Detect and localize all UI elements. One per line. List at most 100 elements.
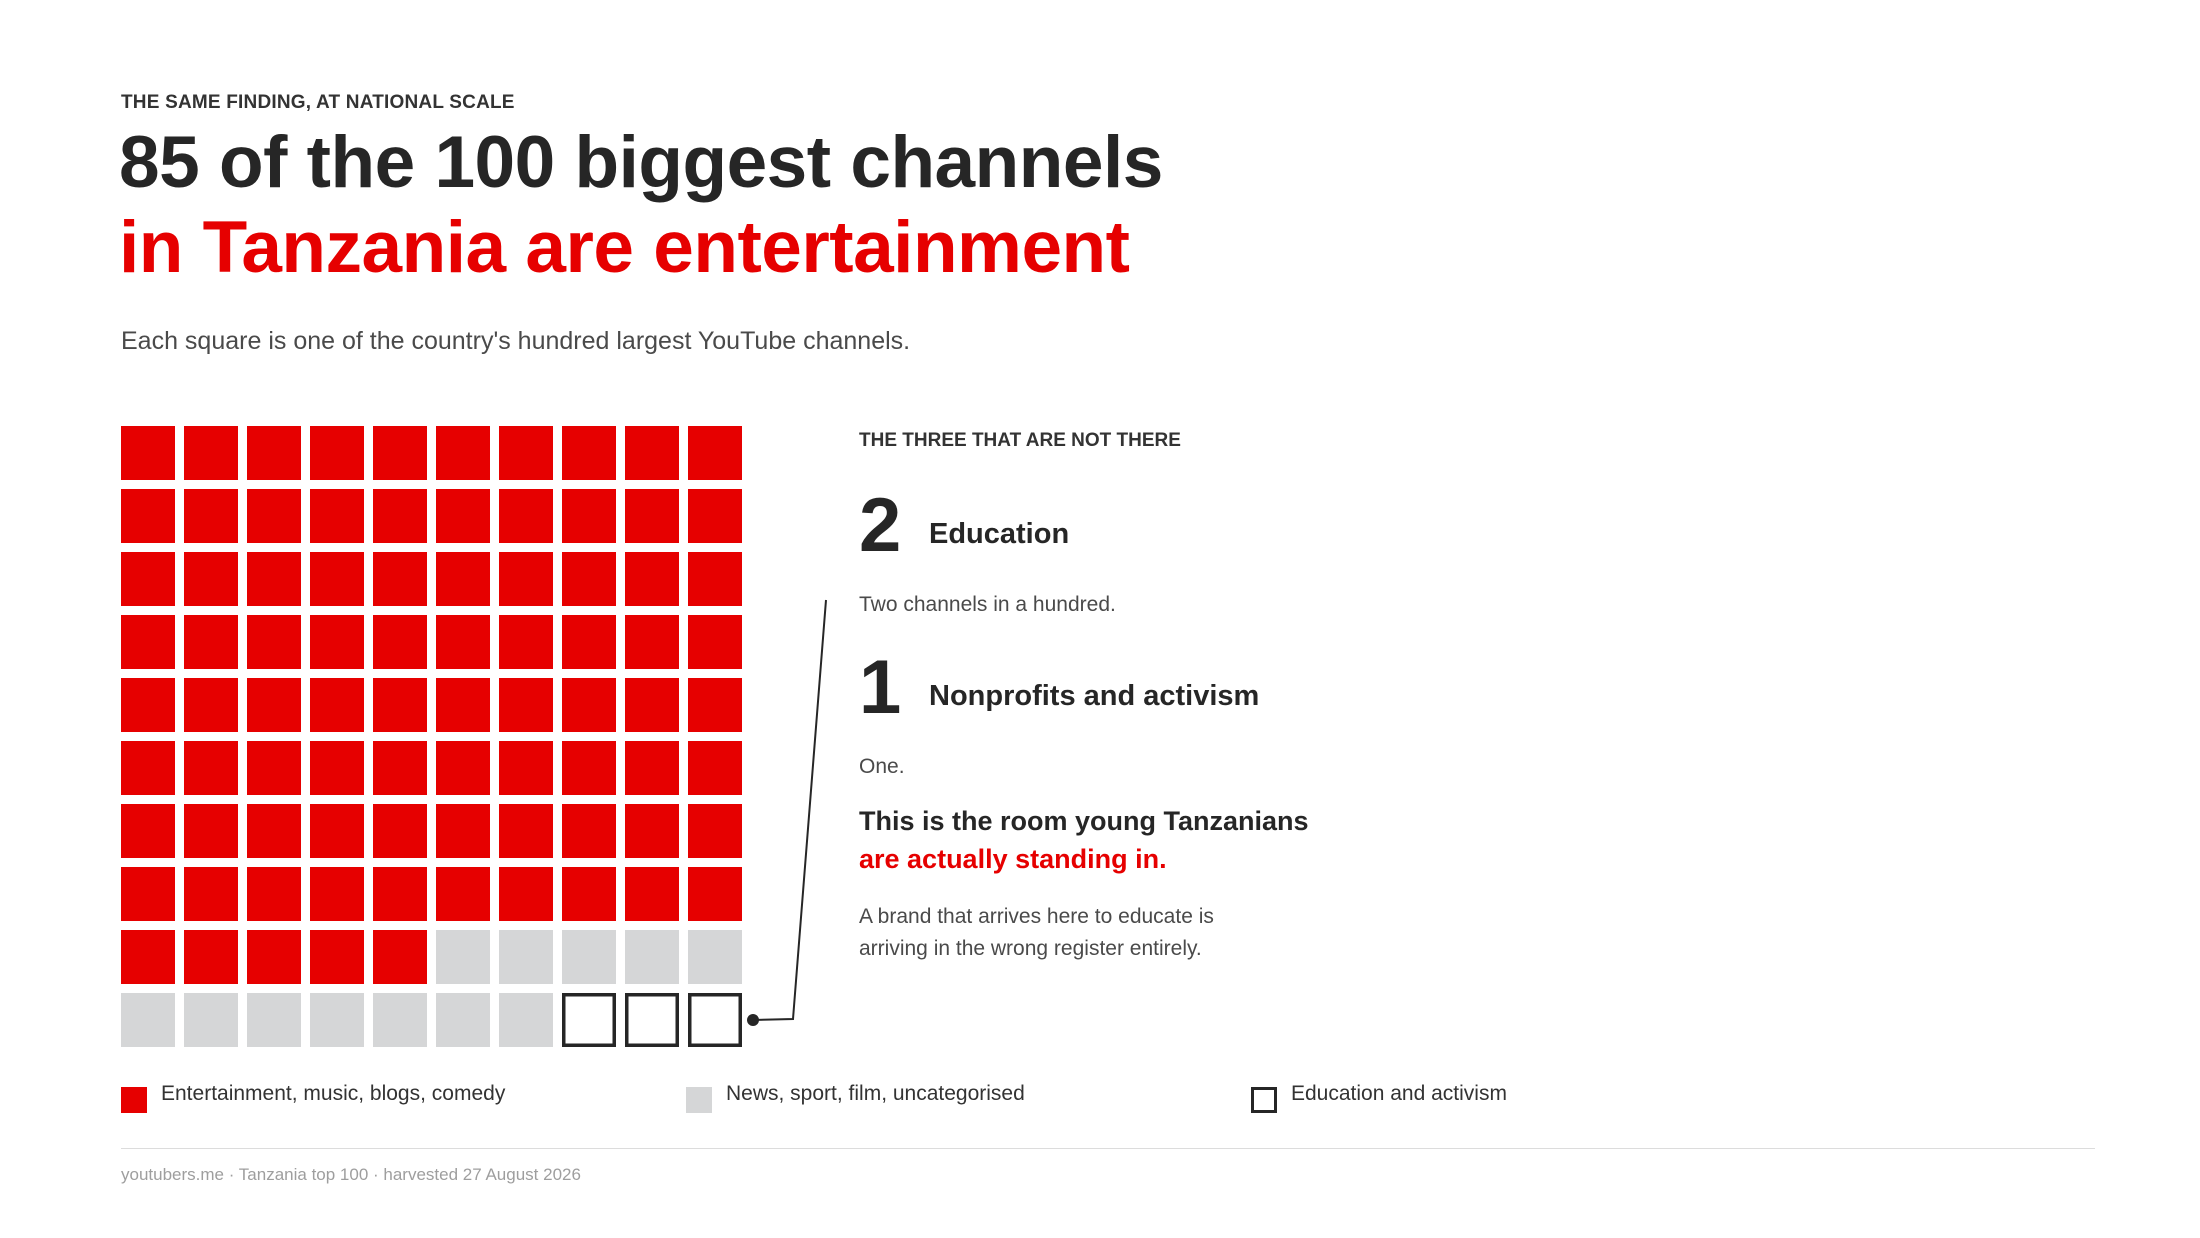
waffle-cell-entertainment xyxy=(436,678,490,732)
waffle-cell-entertainment xyxy=(688,426,742,480)
legend-swatch-outline xyxy=(1251,1087,1277,1113)
waffle-cell-entertainment xyxy=(625,489,679,543)
waffle-cell-entertainment xyxy=(373,804,427,858)
waffle-cell-entertainment xyxy=(499,867,553,921)
waffle-cell-entertainment xyxy=(373,867,427,921)
waffle-cell-entertainment xyxy=(436,426,490,480)
waffle-cell-entertainment xyxy=(310,867,364,921)
waffle-cell-entertainment xyxy=(499,615,553,669)
waffle-cell-entertainment xyxy=(436,867,490,921)
waffle-cell-entertainment xyxy=(562,552,616,606)
waffle-cell-entertainment xyxy=(562,678,616,732)
waffle-cell-entertainment xyxy=(247,552,301,606)
waffle-cell-news xyxy=(499,993,553,1047)
waffle-cell-entertainment xyxy=(562,741,616,795)
waffle-cell-entertainment xyxy=(247,867,301,921)
waffle-cell-entertainment xyxy=(310,615,364,669)
waffle-cell-news xyxy=(499,930,553,984)
waffle-cell-entertainment xyxy=(310,426,364,480)
waffle-cell-entertainment xyxy=(310,804,364,858)
waffle-cell-entertainment xyxy=(247,678,301,732)
waffle-cell-entertainment xyxy=(310,930,364,984)
waffle-cell-entertainment xyxy=(310,552,364,606)
waffle-cell-entertainment xyxy=(436,741,490,795)
waffle-cell-entertainment xyxy=(688,741,742,795)
waffle-cell-entertainment xyxy=(247,741,301,795)
waffle-cell-entertainment xyxy=(373,615,427,669)
waffle-cell-entertainment xyxy=(247,615,301,669)
waffle-cell-entertainment xyxy=(625,741,679,795)
waffle-cell-news xyxy=(184,993,238,1047)
stat-label: Education xyxy=(929,518,1070,550)
stat-description: One. xyxy=(859,755,905,778)
legend-label: News, sport, film, uncategorised xyxy=(726,1082,1025,1105)
stat-label: Nonprofits and activism xyxy=(929,680,1260,712)
waffle-cell-entertainment xyxy=(373,489,427,543)
footer-divider xyxy=(121,1148,2095,1149)
waffle-cell-entertainment xyxy=(121,615,175,669)
waffle-cell-entertainment xyxy=(247,930,301,984)
eyebrow: THE SAME FINDING, AT NATIONAL SCALE xyxy=(121,92,515,113)
waffle-cell-entertainment xyxy=(121,678,175,732)
waffle-cell-news xyxy=(247,993,301,1047)
waffle-cell-entertainment xyxy=(184,930,238,984)
waffle-cell-entertainment xyxy=(625,552,679,606)
waffle-cell-entertainment xyxy=(625,867,679,921)
chart-title: 85 of the 100 biggest channels in Tanzan… xyxy=(119,120,1163,290)
waffle-cell-news xyxy=(436,993,490,1047)
waffle-cell-entertainment xyxy=(184,804,238,858)
waffle-cell-news xyxy=(688,930,742,984)
waffle-cell-entertainment xyxy=(184,741,238,795)
callout-line-2: are actually standing in. xyxy=(859,844,1167,874)
waffle-cell-entertainment xyxy=(373,741,427,795)
waffle-cell-entertainment xyxy=(562,804,616,858)
waffle-cell-entertainment xyxy=(499,741,553,795)
legend-swatch-grey xyxy=(686,1087,712,1113)
waffle-cell-entertainment xyxy=(310,489,364,543)
waffle-cell-entertainment xyxy=(184,678,238,732)
waffle-cell-entertainment xyxy=(688,489,742,543)
source-footer: youtubers.me · Tanzania top 100 · harves… xyxy=(121,1165,581,1184)
waffle-cell-education xyxy=(688,993,742,1047)
waffle-cell-news xyxy=(310,993,364,1047)
waffle-cell-entertainment xyxy=(373,930,427,984)
waffle-cell-entertainment xyxy=(310,678,364,732)
waffle-cell-entertainment xyxy=(184,867,238,921)
note-line-1: A brand that arrives here to educate is xyxy=(859,905,1214,928)
legend-swatch-red xyxy=(121,1087,147,1113)
waffle-cell-entertainment xyxy=(436,615,490,669)
waffle-cell-entertainment xyxy=(373,678,427,732)
leader-line xyxy=(752,599,827,1021)
waffle-cell-entertainment xyxy=(499,426,553,480)
note: A brand that arrives here to educate is … xyxy=(859,901,1214,965)
waffle-cell-entertainment xyxy=(688,552,742,606)
waffle-cell-entertainment xyxy=(121,552,175,606)
waffle-cell-entertainment xyxy=(184,615,238,669)
waffle-cell-entertainment xyxy=(499,804,553,858)
waffle-cell-entertainment xyxy=(436,552,490,606)
waffle-cell-entertainment xyxy=(562,489,616,543)
callout-line-1: This is the room young Tanzanians xyxy=(859,806,1309,836)
legend-label: Education and activism xyxy=(1291,1082,1507,1105)
note-line-2: arriving in the wrong register entirely. xyxy=(859,937,1202,960)
callout: This is the room young Tanzanians are ac… xyxy=(859,802,1309,878)
waffle-cell-entertainment xyxy=(625,678,679,732)
legend-label: Entertainment, music, blogs, comedy xyxy=(161,1082,506,1105)
waffle-cell-entertainment xyxy=(121,804,175,858)
waffle-cell-entertainment xyxy=(499,489,553,543)
waffle-cell-news xyxy=(373,993,427,1047)
waffle-cell-news xyxy=(121,993,175,1047)
waffle-cell-entertainment xyxy=(688,804,742,858)
waffle-cell-news xyxy=(625,930,679,984)
waffle-cell-entertainment xyxy=(499,678,553,732)
waffle-cell-entertainment xyxy=(373,426,427,480)
waffle-cell-entertainment xyxy=(562,867,616,921)
waffle-cell-entertainment xyxy=(436,804,490,858)
waffle-cell-entertainment xyxy=(562,615,616,669)
waffle-cell-entertainment xyxy=(121,930,175,984)
waffle-cell-entertainment xyxy=(562,426,616,480)
waffle-cell-entertainment xyxy=(247,804,301,858)
waffle-cell-education xyxy=(625,993,679,1047)
waffle-cell-entertainment xyxy=(184,426,238,480)
